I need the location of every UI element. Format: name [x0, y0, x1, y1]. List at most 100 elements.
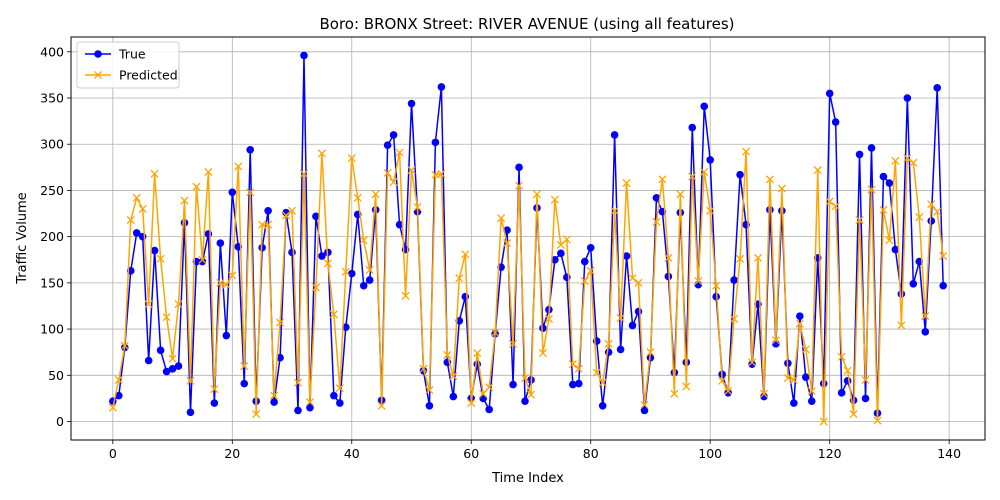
data-point-predicted	[670, 389, 679, 398]
data-point-predicted	[640, 400, 649, 409]
x-tick-label: 60	[463, 446, 479, 461]
data-point-predicted	[443, 350, 452, 360]
data-point-predicted	[807, 386, 816, 396]
data-point-true	[431, 138, 440, 147]
data-point-predicted	[747, 358, 757, 367]
data-point-true	[628, 321, 637, 330]
y-tick-label: 300	[40, 137, 64, 152]
data-point-predicted	[712, 281, 721, 290]
data-point-predicted	[813, 166, 822, 175]
data-point-predicted	[108, 403, 117, 412]
data-point-predicted	[299, 169, 309, 178]
data-point-predicted	[736, 254, 745, 263]
data-point-predicted	[377, 401, 386, 410]
data-point-true	[300, 51, 308, 60]
data-point-predicted	[891, 156, 900, 165]
data-point-true	[114, 391, 123, 400]
data-point-true	[198, 257, 207, 266]
data-point-true	[867, 144, 876, 152]
data-point-predicted	[765, 175, 775, 184]
data-point-predicted	[586, 266, 595, 275]
data-point-predicted	[347, 154, 356, 163]
series-predicted	[108, 147, 948, 426]
data-point-predicted	[162, 313, 171, 322]
data-point-true	[766, 206, 774, 214]
data-point-predicted	[909, 158, 918, 167]
data-point-true	[276, 353, 284, 362]
data-point-predicted	[186, 376, 195, 385]
data-point-true	[819, 379, 828, 388]
data-point-true	[246, 145, 255, 154]
data-point-true	[586, 243, 595, 252]
data-point-true	[652, 194, 661, 202]
data-point-true	[539, 324, 547, 332]
data-point-true	[897, 290, 906, 298]
data-point-true	[790, 399, 798, 407]
data-point-predicted	[473, 349, 482, 358]
data-point-predicted	[526, 390, 536, 399]
data-point-predicted	[724, 386, 733, 396]
data-point-predicted	[276, 318, 285, 327]
data-point-true	[700, 102, 709, 111]
data-point-predicted	[616, 313, 625, 323]
data-point-predicted	[921, 312, 930, 321]
data-point-true	[580, 257, 589, 266]
data-point-predicted	[783, 374, 792, 383]
data-point-true	[168, 365, 177, 373]
x-tick-label: 80	[583, 446, 599, 461]
data-point-true	[383, 141, 392, 149]
data-point-true	[921, 328, 930, 336]
data-point-true	[216, 239, 225, 247]
data-point-predicted	[341, 267, 350, 276]
data-point-predicted	[174, 300, 183, 309]
x-tick-label: 140	[937, 446, 961, 461]
data-point-predicted	[538, 349, 547, 358]
data-point-predicted	[843, 366, 852, 375]
y-tick-label: 100	[40, 322, 64, 337]
data-point-predicted	[222, 280, 231, 289]
data-point-true	[449, 392, 458, 401]
data-point-true	[341, 323, 350, 332]
data-point-true	[425, 402, 434, 410]
data-point-true	[240, 379, 249, 388]
data-point-predicted	[192, 182, 201, 191]
data-point-true	[150, 246, 159, 255]
data-point-true	[389, 131, 398, 139]
data-point-predicted	[198, 255, 207, 264]
data-point-true	[156, 346, 165, 355]
data-point-predicted	[305, 398, 315, 407]
data-point-true	[730, 276, 738, 284]
data-point-predicted	[622, 178, 631, 188]
data-point-true	[736, 170, 744, 179]
x-tick-label: 0	[109, 446, 117, 461]
data-point-true	[706, 156, 715, 164]
data-point-predicted	[168, 354, 177, 363]
data-point-predicted	[252, 410, 261, 419]
data-point-predicted	[873, 416, 882, 425]
data-point-predicted	[903, 154, 912, 163]
data-point-predicted	[491, 328, 500, 337]
data-point-true	[509, 380, 517, 389]
data-point-true	[186, 408, 195, 417]
data-point-true	[772, 340, 780, 348]
data-point-true	[264, 206, 272, 215]
data-point-predicted	[413, 203, 422, 212]
x-axis-label: Time Index	[491, 471, 564, 486]
data-point-predicted	[353, 193, 362, 202]
data-point-predicted	[771, 336, 780, 345]
data-point-true	[688, 123, 697, 132]
data-point-predicted	[598, 378, 607, 387]
data-point-predicted	[335, 384, 344, 393]
data-point-predicted	[371, 190, 380, 199]
data-point-predicted	[867, 185, 876, 194]
data-point-true	[336, 399, 344, 407]
data-point-predicted	[150, 169, 159, 178]
data-point-true	[933, 84, 942, 92]
legend-label-predicted: Predicted	[119, 68, 178, 83]
data-point-predicted	[855, 215, 864, 225]
data-point-predicted	[580, 276, 589, 286]
data-point-predicted	[819, 417, 828, 426]
data-point-predicted	[461, 250, 470, 259]
data-point-true	[138, 232, 147, 241]
data-point-predicted	[425, 386, 434, 395]
